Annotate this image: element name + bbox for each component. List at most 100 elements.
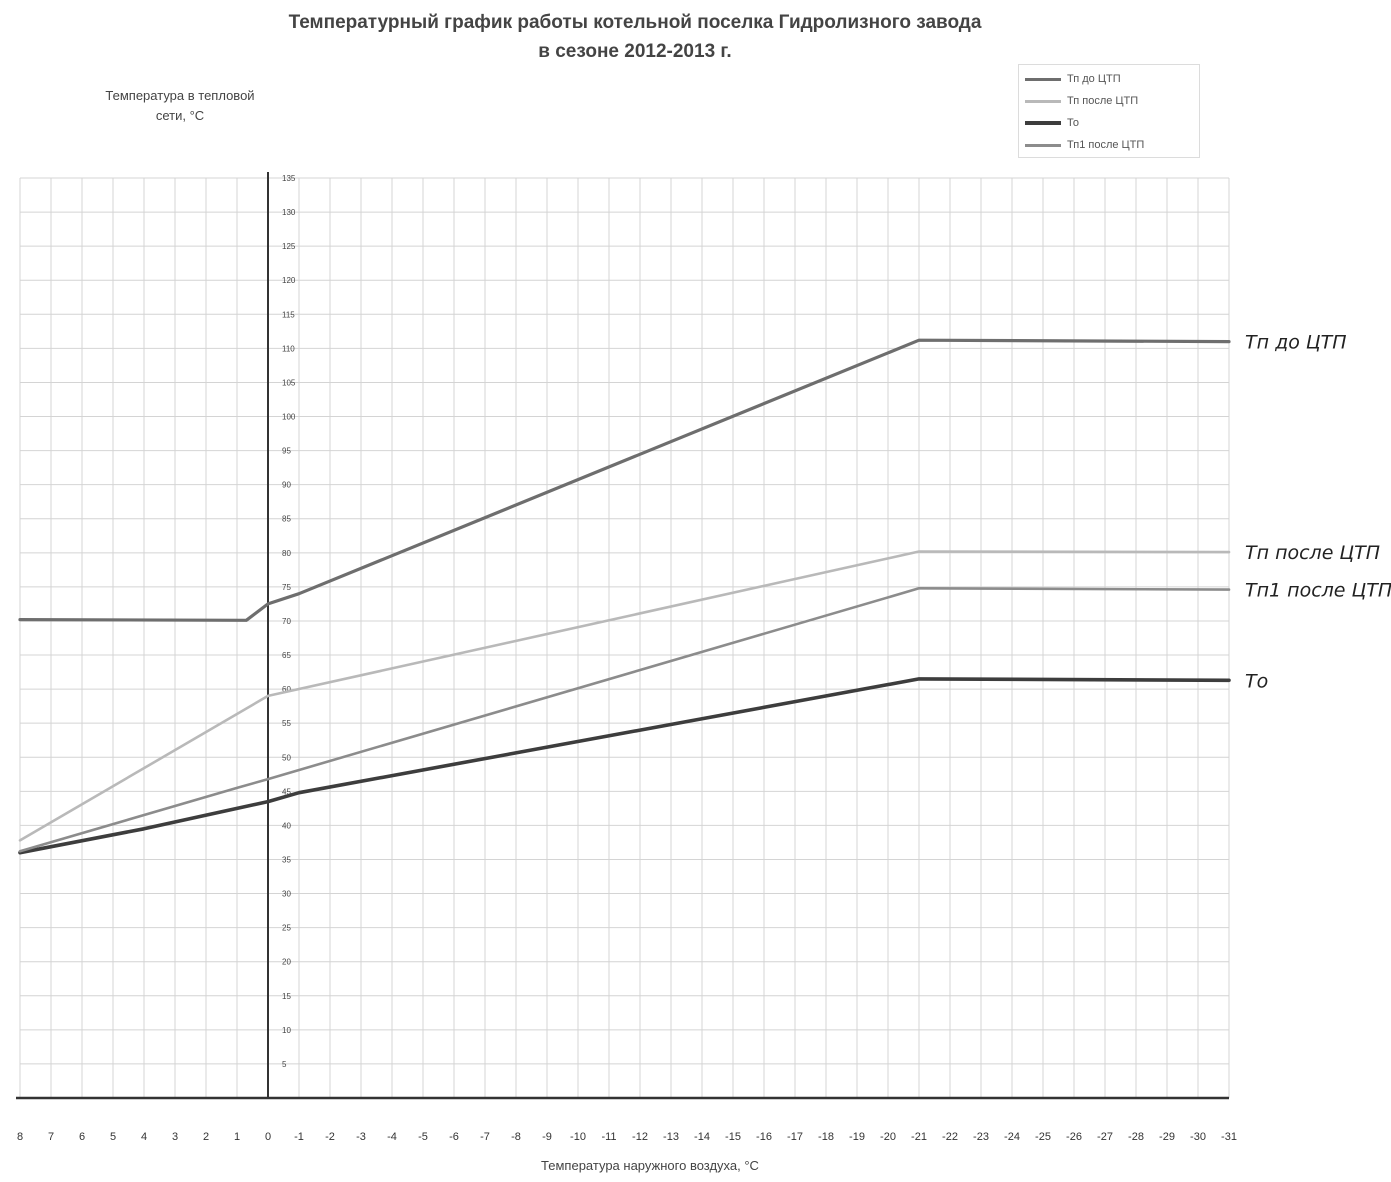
annotation-tp1-posle-ctp: Тп1 после ЦТП — [1245, 580, 1391, 602]
y-tick-label: 20 — [282, 958, 291, 967]
x-tick-label: -4 — [387, 1131, 397, 1143]
x-tick-label: -29 — [1159, 1131, 1175, 1143]
x-tick-label: -28 — [1128, 1131, 1144, 1143]
y-tick-label: 75 — [282, 583, 291, 592]
x-tick-label: -19 — [849, 1131, 865, 1143]
x-tick-label: -9 — [542, 1131, 552, 1143]
legend-item-to: То — [1025, 113, 1079, 133]
legend-item-tp-do-ctp: Тп до ЦТП — [1025, 69, 1121, 89]
x-tick-label: -21 — [911, 1131, 927, 1143]
x-tick-label: -20 — [880, 1131, 896, 1143]
y-tick-label: 45 — [282, 787, 291, 796]
y-tick-label: 5 — [282, 1060, 287, 1069]
y-tick-label: 100 — [282, 413, 296, 422]
axes: 8 7 6 5 4 3 2 1 0 -1 -2 -3 -4 -5 -6 -7 -8 -9 -10 -11 -12 -13-… — [16, 172, 1237, 1143]
x-tick-label: 6 — [79, 1131, 85, 1143]
x-tick-label: 1 — [234, 1131, 240, 1143]
x-tick-label: -30 — [1190, 1131, 1206, 1143]
x-tick-label: -1 — [294, 1131, 304, 1143]
y-tick-label: 135 — [282, 174, 296, 183]
annotation-to: То — [1245, 670, 1268, 692]
y-tick-label: 70 — [282, 617, 291, 626]
x-tick-label: -17 — [787, 1131, 803, 1143]
y-tick-label: 115 — [282, 310, 295, 319]
x-tick-label: -5 — [418, 1131, 428, 1143]
x-tick-label: -25 — [1035, 1131, 1051, 1143]
annotation-tp-do-ctp: Тп до ЦТП — [1245, 332, 1347, 354]
y-tick-label: 120 — [282, 276, 296, 285]
x-tick-label: -26 — [1066, 1131, 1082, 1143]
annotation-tp-posle-ctp: Тп после ЦТП — [1245, 542, 1380, 564]
chart-title: Температурный график работы котельной по… — [0, 8, 1270, 66]
x-tick-label: -23 — [973, 1131, 989, 1143]
x-tick-label: 2 — [203, 1131, 209, 1143]
y-tick-label: 35 — [282, 855, 291, 864]
y-tick-label: 110 — [282, 344, 295, 353]
y-axis-label: Температура в тепловой сети, °С — [70, 86, 290, 126]
legend-swatch-tp-posle-ctp — [1025, 99, 1061, 103]
x-tick-label: -13 — [663, 1131, 679, 1143]
x-tick-label: -2 — [325, 1131, 335, 1143]
series-annotations: Тп до ЦТП Тп после ЦТП То Тп1 после ЦТП — [1245, 332, 1391, 693]
x-tick-label: -22 — [942, 1131, 958, 1143]
x-tick-label: -15 — [725, 1131, 741, 1143]
x-tick-label: -6 — [449, 1131, 459, 1143]
x-tick-label: 8 — [17, 1131, 23, 1143]
chart-title-line-1: Температурный график работы котельной по… — [288, 12, 982, 33]
series-line-tp-posle-ctp — [18, 550, 1231, 842]
x-tick-label: -12 — [632, 1131, 648, 1143]
y-tick-label: 15 — [282, 992, 291, 1001]
x-tick-label: 7 — [48, 1131, 54, 1143]
x-tick-label: -27 — [1097, 1131, 1113, 1143]
x-tick-label: -24 — [1004, 1131, 1020, 1143]
x-tick-label: -31 — [1221, 1131, 1237, 1143]
y-axis-label-line-1: Температура в тепловой — [105, 88, 255, 103]
x-tick-label: -10 — [570, 1131, 586, 1143]
x-tick-label: -3 — [356, 1131, 366, 1143]
legend-swatch-to — [1025, 121, 1061, 125]
y-tick-label: 105 — [282, 378, 296, 387]
series-lines — [18, 338, 1231, 855]
series-line-tp-do-ctp — [18, 338, 1231, 622]
y-tick-label: 80 — [282, 549, 291, 558]
y-tick-label: 65 — [282, 651, 291, 660]
y-tick-label: 130 — [282, 208, 296, 217]
grid — [19, 177, 1230, 1098]
legend: Тп до ЦТП Тп после ЦТП То Тп1 после ЦТП — [1018, 64, 1200, 158]
legend-label-to: То — [1067, 117, 1079, 129]
y-tick-label: 40 — [282, 821, 291, 830]
x-tick-label: -8 — [511, 1131, 521, 1143]
y-tick-label: 95 — [282, 447, 291, 456]
legend-label-tp-posle-ctp: Тп после ЦТП — [1067, 95, 1139, 107]
y-tick-label: 55 — [282, 719, 291, 728]
legend-swatch-tp1-posle-ctp — [1025, 143, 1061, 147]
x-tick-label: 5 — [110, 1131, 116, 1143]
x-tick-label: -7 — [480, 1131, 490, 1143]
y-tick-label: 85 — [282, 515, 291, 524]
series-line-to — [18, 677, 1231, 855]
legend-swatch-tp-do-ctp — [1025, 77, 1061, 81]
y-tick-label: 25 — [282, 924, 291, 933]
x-tick-label: 4 — [141, 1131, 147, 1143]
y-tick-label: 90 — [282, 481, 291, 490]
y-tick-label: 10 — [282, 1026, 291, 1035]
x-tick-label: 3 — [172, 1131, 178, 1143]
y-tick-label: 60 — [282, 685, 291, 694]
y-tick-label: 50 — [282, 753, 291, 762]
x-axis-label: Температура наружного воздуха, °С — [541, 1158, 759, 1173]
chart-title-line-2: в сезоне 2012-2013 г. — [538, 41, 732, 62]
x-tick-label: -18 — [818, 1131, 834, 1143]
x-tick-label: -16 — [756, 1131, 772, 1143]
legend-label-tp-do-ctp: Тп до ЦТП — [1067, 73, 1121, 85]
y-axis-label-line-2: сети, °С — [155, 108, 205, 123]
y-tick-label: 30 — [282, 890, 291, 899]
y-tick-label: 125 — [282, 242, 296, 251]
series-line-tp1-posle-ctp — [18, 586, 1231, 853]
x-tick-label: -11 — [601, 1131, 616, 1143]
legend-label-tp1-posle-ctp: Тп1 после ЦТП — [1067, 139, 1145, 151]
x-tick-label: -14 — [694, 1131, 710, 1143]
x-tick-label: 0 — [265, 1131, 271, 1143]
legend-item-tp-posle-ctp: Тп после ЦТП — [1025, 91, 1138, 111]
legend-item-tp1-posle-ctp: Тп1 после ЦТП — [1025, 135, 1144, 155]
